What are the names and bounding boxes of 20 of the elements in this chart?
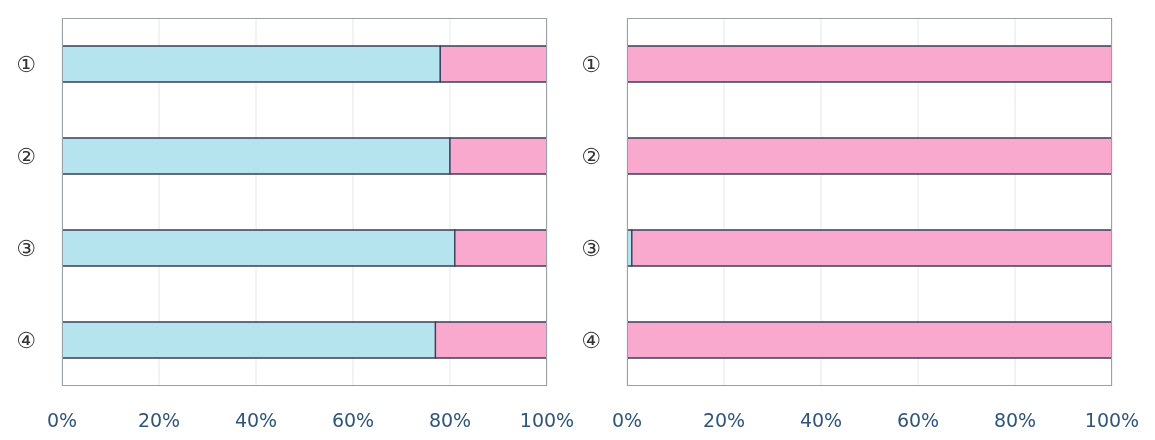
x-tick-label: 100% — [1084, 409, 1140, 432]
y-tick-label: ④ — [581, 327, 601, 353]
x-tick-label: 0% — [46, 409, 78, 432]
x-tick-label: 100% — [519, 409, 575, 432]
x-tick-label: 80% — [428, 409, 472, 432]
y-tick-label: ③ — [581, 235, 601, 261]
y-tick-label: ② — [581, 143, 601, 169]
x-tick-label: 40% — [234, 409, 278, 432]
y-tick-label: ② — [16, 143, 36, 169]
x-tick-label: 0% — [611, 409, 643, 432]
x-tick-label: 40% — [799, 409, 843, 432]
x-tick-label: 60% — [331, 409, 375, 432]
x-tick-label: 80% — [993, 409, 1037, 432]
x-tick-label: 20% — [702, 409, 746, 432]
x-tick-label: 60% — [896, 409, 940, 432]
y-tick-label: ① — [581, 51, 601, 77]
y-tick-label: ① — [16, 51, 36, 77]
y-tick-label: ③ — [16, 235, 36, 261]
y-tick-label: ④ — [16, 327, 36, 353]
x-tick-label: 20% — [137, 409, 181, 432]
